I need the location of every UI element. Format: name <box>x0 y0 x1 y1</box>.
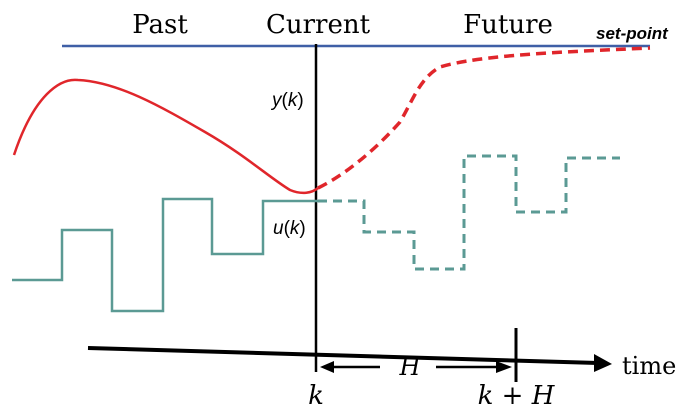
output-variable-label: y(k) <box>270 90 304 111</box>
past-input-signal <box>12 197 318 313</box>
horizon-arrowhead-right <box>496 361 512 373</box>
past-output-curve <box>12 78 319 195</box>
setpoint-label: set-point <box>596 24 669 43</box>
predicted-output-curve <box>317 46 651 190</box>
past-label: Past <box>132 10 188 40</box>
time-axis <box>87 346 599 365</box>
horizon-end-label: k + H <box>478 381 556 411</box>
horizon-label: H <box>399 353 422 381</box>
current-label: Current <box>266 10 371 40</box>
future-input-signal <box>318 154 620 271</box>
current-time-k-label: k <box>308 381 324 411</box>
time-axis-arrowhead <box>594 354 612 372</box>
future-label: Future <box>463 10 553 40</box>
input-variable-label: u(k) <box>273 218 306 239</box>
time-axis-label: time <box>622 352 676 380</box>
horizon-arrowhead-left <box>320 361 334 373</box>
